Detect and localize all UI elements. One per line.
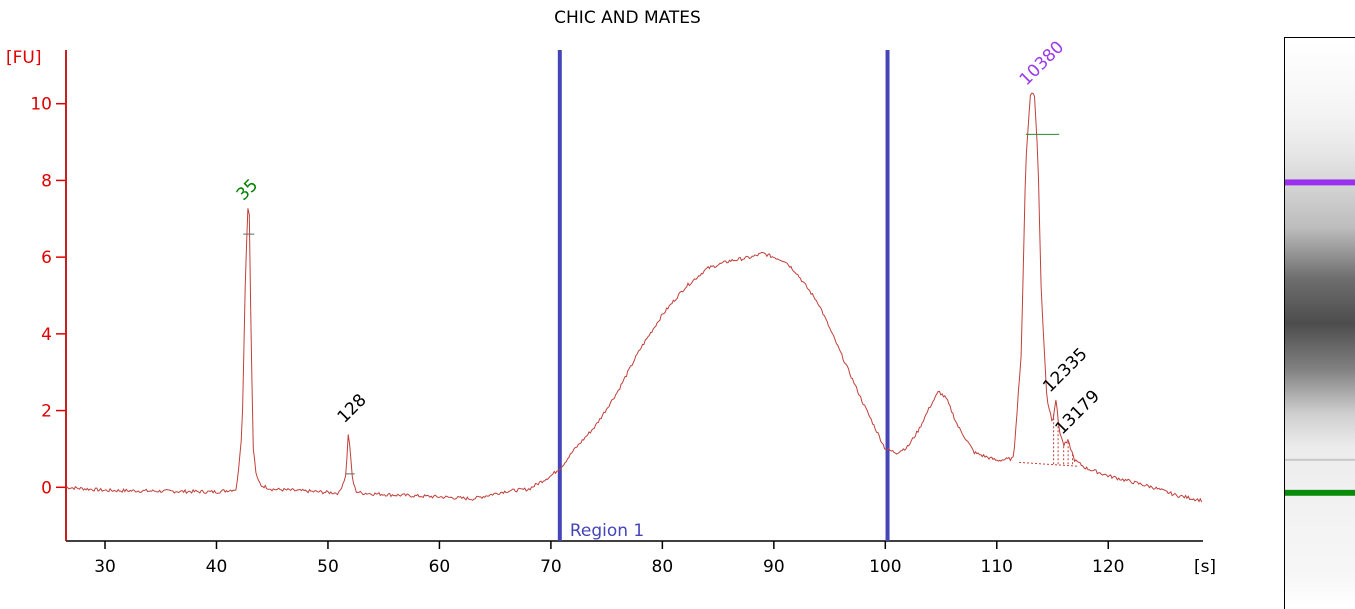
y-axis-label: [FU] bbox=[6, 48, 42, 68]
peak-label: 10380 bbox=[1016, 37, 1068, 89]
x-tick-label: 80 bbox=[652, 557, 674, 577]
peak-baseline bbox=[1019, 461, 1078, 467]
gel-lane-image bbox=[1284, 37, 1355, 609]
x-tick-label: 110 bbox=[981, 557, 1013, 577]
x-tick-label: 120 bbox=[1092, 557, 1124, 577]
y-tick-label: 8 bbox=[41, 171, 52, 191]
y-tick-label: 10 bbox=[30, 95, 52, 115]
y-tick-label: 2 bbox=[41, 402, 52, 422]
x-tick-label: 90 bbox=[763, 557, 785, 577]
y-tick-label: 4 bbox=[41, 325, 52, 345]
y-tick-label: 0 bbox=[41, 478, 52, 498]
x-tick-label: 50 bbox=[317, 557, 339, 577]
chart-title: CHIC AND MATES bbox=[554, 8, 701, 28]
peak-label: 35 bbox=[233, 175, 262, 204]
gel-band bbox=[1285, 458, 1355, 461]
x-tick-label: 60 bbox=[429, 557, 451, 577]
peak-label: 128 bbox=[334, 390, 371, 427]
peak-label: 12335 bbox=[1039, 344, 1091, 396]
region-label: Region 1 bbox=[570, 521, 644, 541]
x-tick-label: 70 bbox=[540, 557, 562, 577]
y-tick-label: 6 bbox=[41, 248, 52, 268]
gel-band bbox=[1285, 179, 1355, 186]
electropherogram-trace bbox=[65, 92, 1203, 503]
x-axis-label: [s] bbox=[1194, 557, 1216, 577]
x-tick-label: 100 bbox=[869, 557, 901, 577]
electropherogram-chart: 0 2 4 6 8 10 [FU] 30 40 50 60 70 80 90 100 110 120 [s] Reg… bbox=[6, 37, 1216, 577]
gel-smear bbox=[1285, 41, 1355, 606]
peak-label: 13179 bbox=[1052, 386, 1104, 438]
gel-band bbox=[1285, 489, 1355, 496]
x-tick-label: 30 bbox=[94, 557, 116, 577]
x-tick-label: 40 bbox=[206, 557, 228, 577]
